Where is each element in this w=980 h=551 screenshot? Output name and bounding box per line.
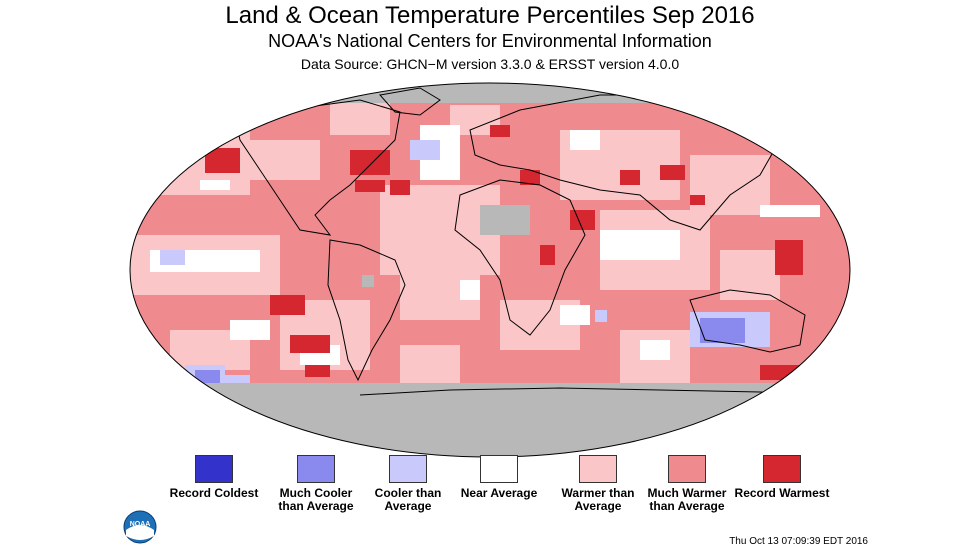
- legend-item: Cooler than Average: [358, 455, 458, 513]
- legend-label: Much Warmer than Average: [647, 486, 727, 513]
- legend-label: Record Coldest: [169, 486, 259, 500]
- legend-swatch: [389, 455, 427, 483]
- map-title: Land & Ocean Temperature Percentiles Sep…: [225, 2, 755, 29]
- legend-label: Cooler than Average: [374, 486, 442, 513]
- legend-item: Record Warmest: [732, 455, 832, 500]
- legend-swatch: [763, 455, 801, 483]
- legend-item: Warmer than Average: [548, 455, 648, 513]
- legend-label: Near Average: [460, 486, 538, 500]
- record-warm-zones: [205, 125, 803, 408]
- legend-swatch: [297, 455, 335, 483]
- timestamp: Thu Oct 13 07:09:39 EDT 2016: [729, 536, 868, 547]
- legend-label: Record Warmest: [734, 486, 830, 500]
- near-average-zones: [150, 125, 820, 365]
- legend-swatch: [579, 455, 617, 483]
- svg-text:NOAA: NOAA: [130, 521, 151, 528]
- legend-swatch: [480, 455, 518, 483]
- legend-item: Much Warmer than Average: [637, 455, 737, 513]
- data-source: Data Source: GHCN−M version 3.3.0 & ERSS…: [300, 56, 680, 72]
- legend-label: Much Cooler than Average: [278, 486, 354, 513]
- legend-item: Much Cooler than Average: [266, 455, 366, 513]
- legend-item: Record Coldest: [164, 455, 264, 500]
- legend-label: Warmer than Average: [561, 486, 635, 513]
- map-subtitle: NOAA's National Centers for Environmenta…: [268, 31, 712, 51]
- legend-swatch: [195, 455, 233, 483]
- noaa-logo-icon: NOAA: [123, 510, 157, 544]
- legend-item: Near Average: [449, 455, 549, 500]
- legend-swatch: [668, 455, 706, 483]
- map-grid: [130, 83, 850, 457]
